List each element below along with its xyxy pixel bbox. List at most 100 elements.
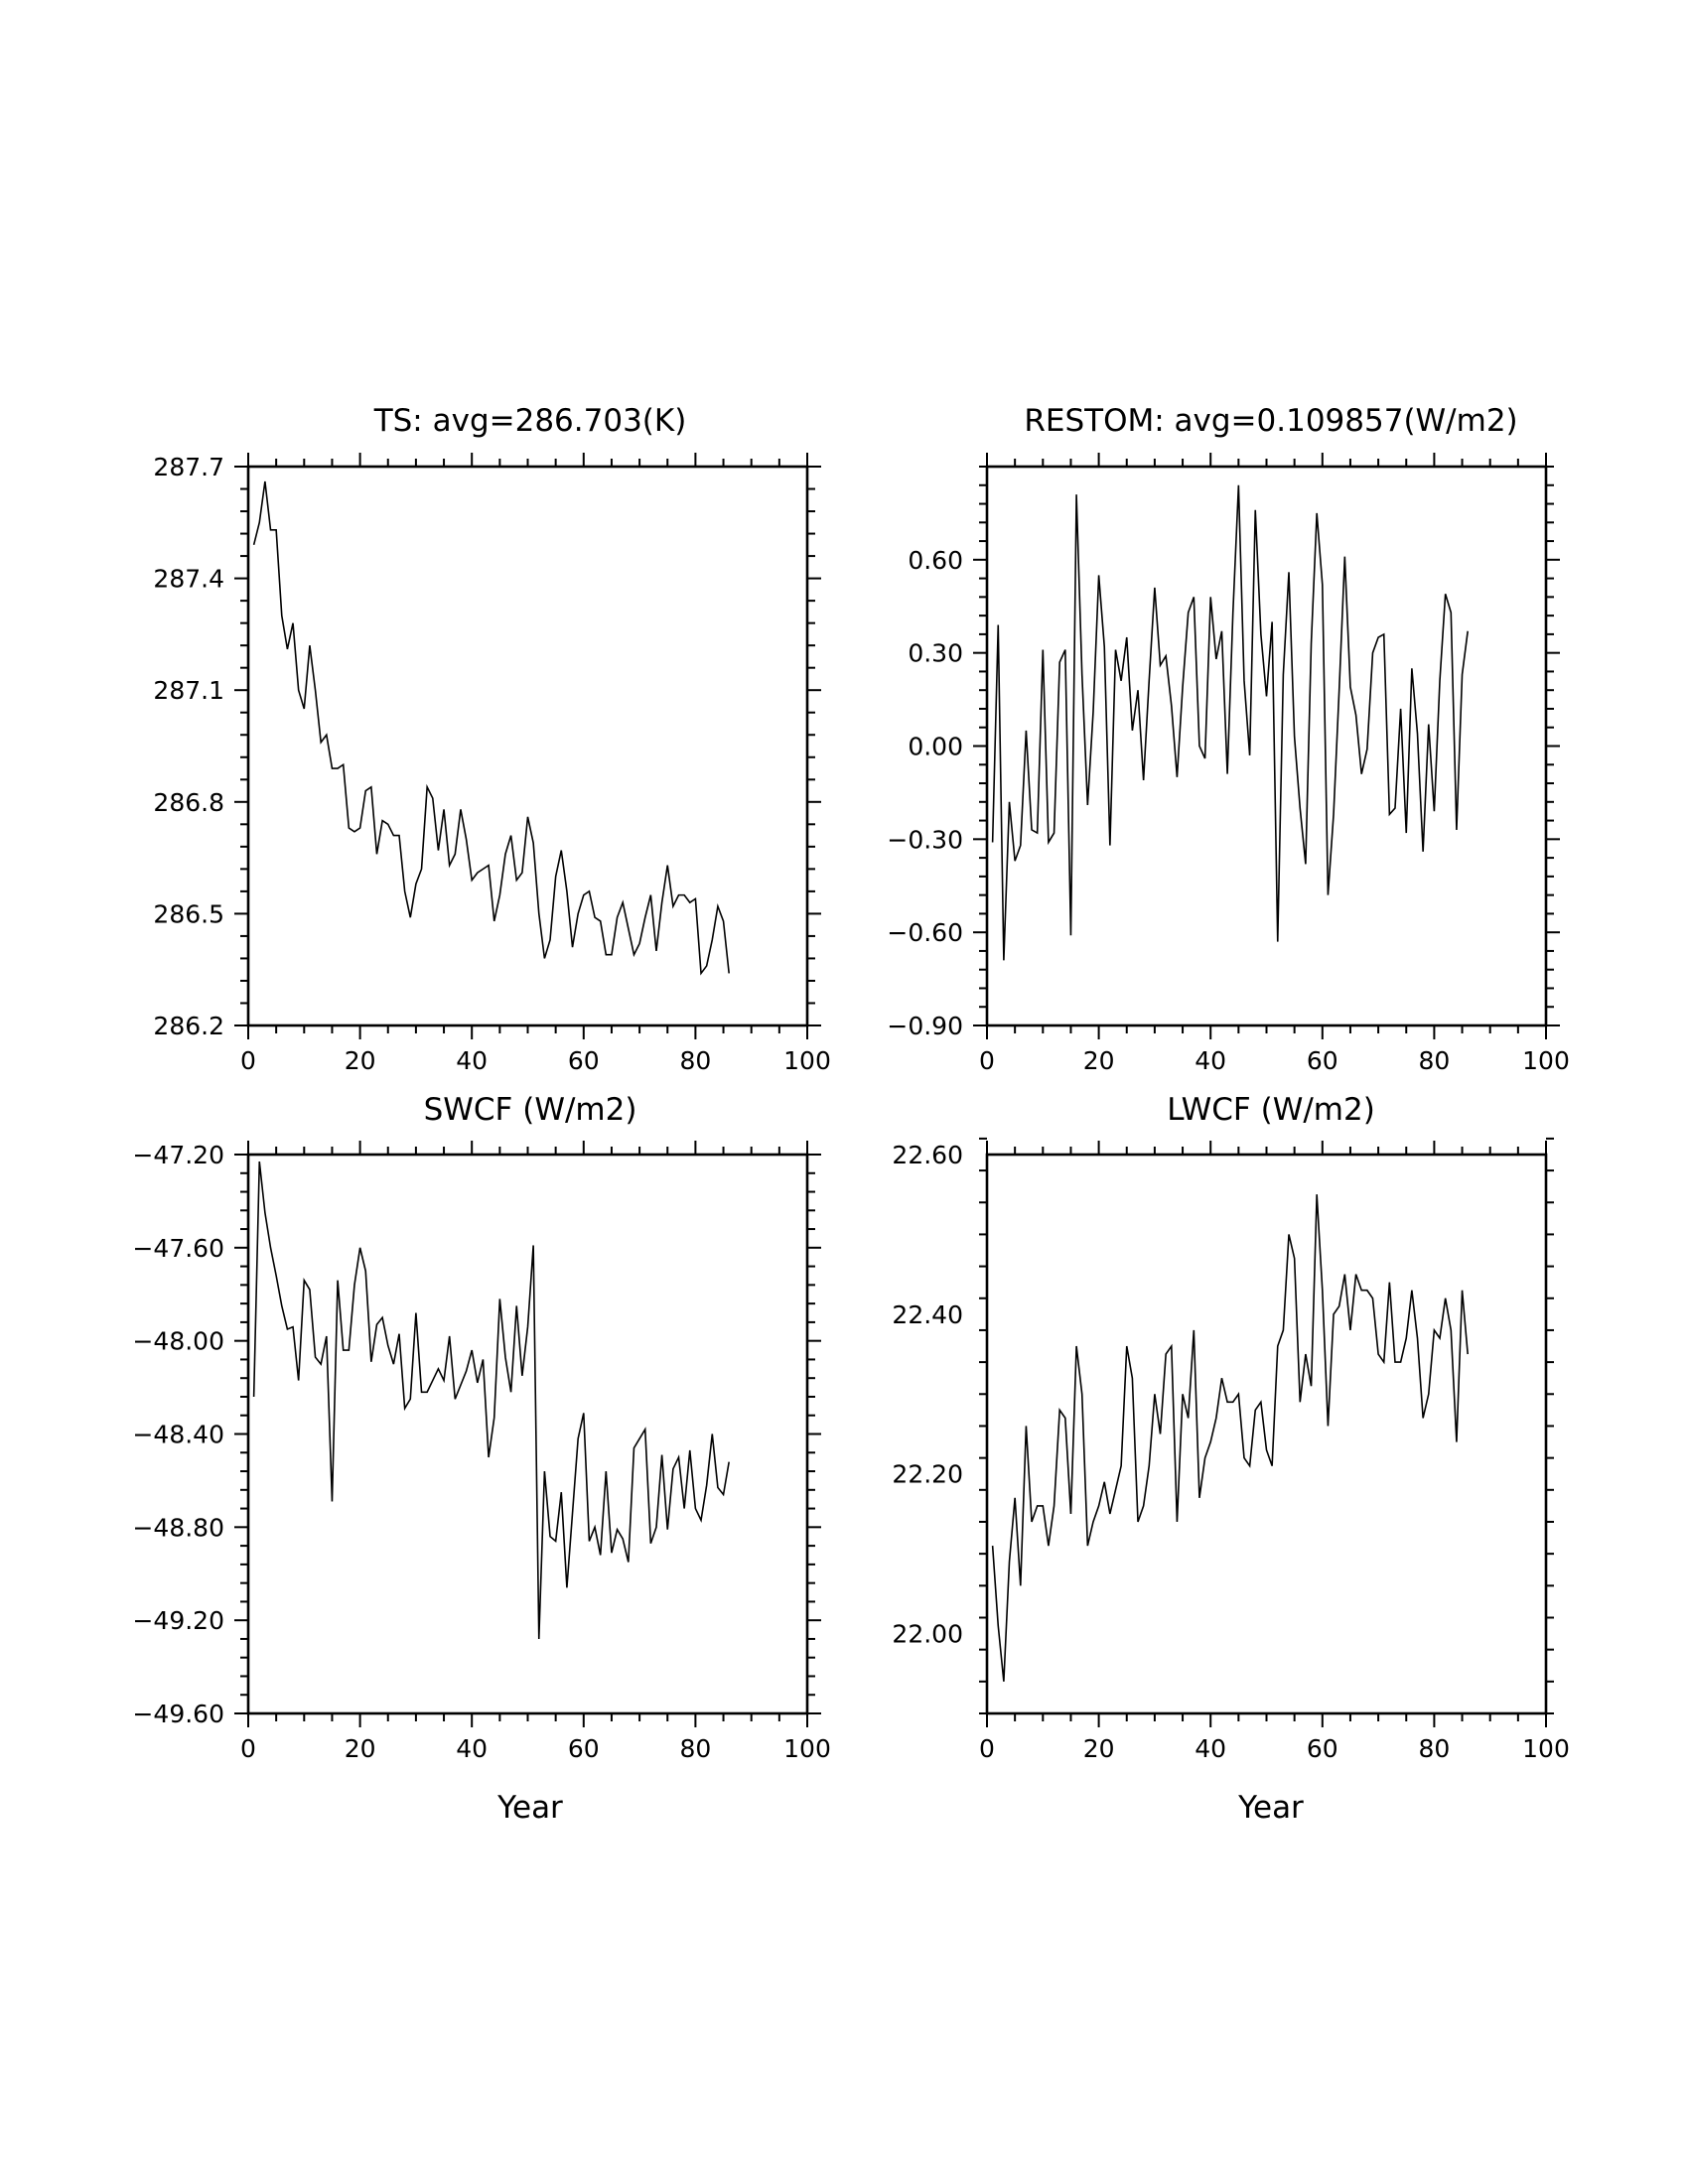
data-point xyxy=(1283,674,1285,676)
data-point xyxy=(1126,1345,1128,1347)
data-point xyxy=(1160,664,1162,666)
data-point xyxy=(1238,484,1240,486)
data-point xyxy=(1194,1329,1196,1331)
y-tick-label: 22.20 xyxy=(892,1460,963,1489)
y-tick-label: 22.00 xyxy=(892,1620,963,1649)
data-point xyxy=(594,916,596,918)
data-point xyxy=(678,894,680,896)
data-point xyxy=(997,624,999,626)
data-point xyxy=(1087,804,1089,806)
data-point xyxy=(1254,1410,1256,1412)
data-point xyxy=(253,1396,255,1398)
data-point xyxy=(538,913,540,915)
data-point xyxy=(320,742,322,744)
data-point xyxy=(700,1519,702,1521)
data-point xyxy=(343,1349,345,1351)
data-point xyxy=(1277,1345,1279,1347)
data-point xyxy=(1054,1505,1055,1507)
data-point xyxy=(622,1538,624,1540)
data-point xyxy=(700,973,702,975)
data-point xyxy=(504,854,506,856)
x-tick-label: 100 xyxy=(783,1046,831,1075)
x-tick-label: 20 xyxy=(345,1046,376,1075)
data-point xyxy=(992,1545,994,1547)
data-point xyxy=(381,1316,383,1318)
data-point xyxy=(644,916,646,918)
data-point xyxy=(432,1380,434,1382)
data-point xyxy=(443,1380,445,1382)
x-tick-label: 20 xyxy=(345,1734,376,1763)
y-tick-label: 0.00 xyxy=(908,733,963,761)
data-point xyxy=(1288,1234,1290,1236)
data-point xyxy=(527,816,529,818)
data-point xyxy=(1221,1377,1223,1379)
data-point xyxy=(1075,493,1077,495)
data-point xyxy=(1154,587,1156,589)
data-point xyxy=(309,1289,311,1291)
data-point xyxy=(689,1449,691,1451)
data-point xyxy=(1349,1329,1351,1331)
data-point xyxy=(376,854,378,856)
data-point xyxy=(349,827,351,829)
data-point xyxy=(1450,1329,1452,1331)
data-point xyxy=(1232,612,1234,614)
data-point xyxy=(1143,1505,1145,1507)
data-point xyxy=(398,1333,400,1335)
data-point xyxy=(566,1587,568,1589)
data-point xyxy=(1299,1402,1301,1404)
data-point xyxy=(1109,845,1111,847)
data-point xyxy=(1026,730,1028,732)
data-point xyxy=(560,850,562,852)
data-point xyxy=(1372,1297,1374,1299)
series-line xyxy=(991,484,1469,961)
data-point xyxy=(1058,1410,1060,1412)
data-point xyxy=(270,529,272,531)
data-point xyxy=(460,809,462,811)
x-tick-label: 40 xyxy=(456,1046,488,1075)
data-point xyxy=(326,734,328,736)
data-point xyxy=(287,648,289,650)
data-point xyxy=(1294,736,1296,738)
data-point xyxy=(1450,612,1452,614)
data-point xyxy=(337,1280,339,1282)
data-point xyxy=(1087,1545,1089,1547)
data-point xyxy=(1014,1497,1016,1499)
data-point xyxy=(1260,633,1262,635)
data-point xyxy=(695,1508,697,1510)
data-point xyxy=(515,880,517,882)
data-point xyxy=(332,1501,334,1503)
data-point xyxy=(555,1541,557,1543)
data-point xyxy=(583,894,585,896)
data-point xyxy=(527,1326,529,1328)
data-point xyxy=(1417,1337,1419,1339)
data-point xyxy=(1266,1449,1268,1451)
data-point xyxy=(353,831,355,833)
data-point xyxy=(572,946,574,948)
y-tick-label: 287.7 xyxy=(153,453,224,481)
data-point xyxy=(1277,941,1279,943)
data-point xyxy=(1467,630,1469,632)
data-point xyxy=(521,872,523,874)
data-point xyxy=(723,920,725,922)
data-point xyxy=(421,869,423,871)
data-point xyxy=(566,890,568,892)
data-point xyxy=(398,835,400,837)
data-point xyxy=(560,1491,562,1493)
x-tick-label: 80 xyxy=(679,1734,711,1763)
data-point xyxy=(997,1625,999,1627)
data-point xyxy=(1405,1337,1407,1339)
data-point xyxy=(549,1536,551,1538)
data-point xyxy=(404,1408,406,1410)
data-point xyxy=(1467,1353,1469,1355)
data-point xyxy=(1445,1297,1447,1299)
y-tick-label: −48.40 xyxy=(132,1421,224,1449)
data-point xyxy=(1198,1497,1200,1499)
data-point xyxy=(728,973,730,975)
data-point xyxy=(1254,509,1256,511)
data-point xyxy=(1377,636,1379,638)
data-point xyxy=(650,1543,652,1545)
data-point xyxy=(1266,696,1268,698)
data-point xyxy=(1204,757,1206,759)
data-point xyxy=(611,954,613,956)
data-point xyxy=(515,1305,517,1307)
